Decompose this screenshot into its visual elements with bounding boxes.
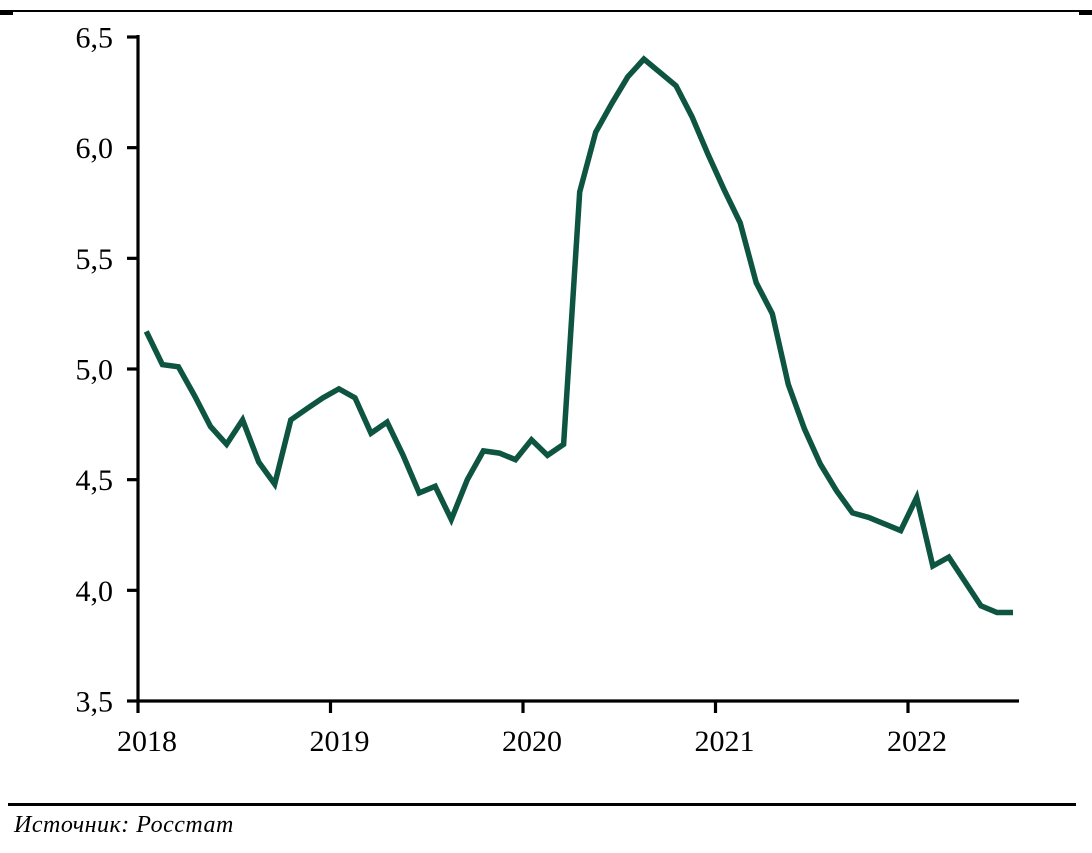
y-tick-label: 3,5 <box>76 686 114 719</box>
y-tick-label: 5,5 <box>76 243 114 276</box>
top-rule <box>0 10 1092 12</box>
y-tick-label: 4,0 <box>76 575 114 608</box>
source-caption: Источник: Росстат <box>14 812 234 838</box>
y-tick-label: 6,0 <box>76 132 114 165</box>
y-tick-label: 4,5 <box>76 464 114 497</box>
data-line <box>143 55 1013 616</box>
y-tick-label: 6,5 <box>76 22 114 55</box>
top-rule-left-mark <box>0 11 13 15</box>
bottom-rule <box>8 803 1076 806</box>
x-tick-label: 2019 <box>310 725 370 758</box>
x-tick-label: 2021 <box>695 725 755 758</box>
x-tick-label: 2022 <box>887 725 947 758</box>
x-tick-label: 2020 <box>502 725 562 758</box>
top-rule-right-mark <box>1079 11 1092 15</box>
y-tick-label: 5,0 <box>76 354 114 387</box>
x-tick-label: 2018 <box>117 725 177 758</box>
